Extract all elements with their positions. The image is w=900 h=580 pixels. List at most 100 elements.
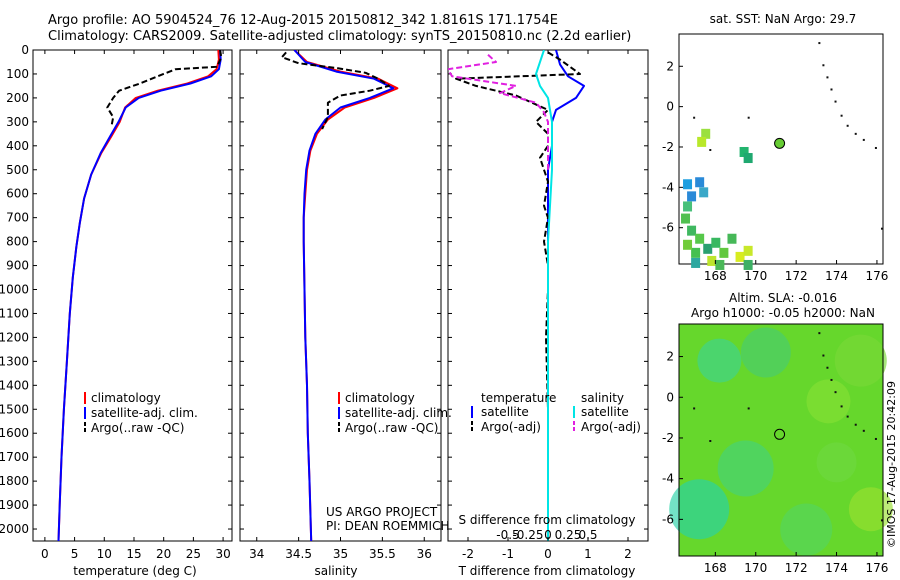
x-tick-label: 35 (333, 547, 348, 561)
series-line (57, 50, 220, 541)
sst-pixel (715, 259, 725, 270)
island-dot (862, 138, 865, 141)
sst_map-axes: 168 170 172 174 176 2 0 -2 -4 -6 (662, 59, 888, 283)
island-dot (818, 332, 821, 335)
sst-pixel (691, 257, 701, 268)
series-line (547, 50, 585, 541)
argo-float-marker (774, 137, 786, 149)
salinity-plot-frame (239, 49, 442, 542)
map-y-tick-label: -4 (662, 472, 674, 486)
sst-pixel (735, 251, 745, 262)
map-y-tick-label: -2 (662, 140, 674, 154)
map-x-tick-label: 168 (704, 269, 727, 283)
island-dot (854, 423, 857, 426)
series-line (106, 50, 223, 127)
island-dot (880, 227, 883, 230)
island-dot (822, 354, 825, 357)
x-tick-label: 34 (249, 547, 264, 561)
sst-pixel (697, 136, 707, 147)
figure-title-line1: Argo profile: AO 5904524_76 12-Aug-2015 … (48, 13, 558, 28)
x-tick-label: 35.5 (369, 547, 396, 561)
x-tick-label: 20 (156, 547, 171, 561)
depth-tick-label: 500 (6, 163, 29, 177)
legend-climatology: climatology (91, 391, 161, 405)
temperature-plot-frame (32, 49, 233, 542)
sst-pixel (703, 243, 713, 254)
x-tick-label: 2 (624, 547, 632, 561)
map-y-tick-label: 2 (666, 350, 674, 364)
map-x-tick-label: 172 (785, 269, 808, 283)
map-x-tick-label: 176 (865, 269, 888, 283)
sst-map-title: sat. SST: NaN Argo: 29.7 (710, 12, 857, 26)
depth-tick-label: 700 (6, 211, 29, 225)
sst-map-frame (678, 33, 884, 265)
sst-pixel (701, 128, 711, 139)
depth-tick-label: 400 (6, 139, 29, 153)
sla-map-title-2: Argo h1000: -0.05 h2000: NaN (691, 306, 875, 320)
imos-credit: ©IMOS 17-Aug-2015 20:42:09 (885, 381, 898, 548)
sst-pixel (695, 177, 705, 188)
figure-title-line2: Climatology: CARS2009. Satellite-adjuste… (48, 29, 632, 44)
sst-pixel (711, 237, 721, 248)
series-line (57, 50, 222, 541)
temperature-legend: climatology satellite-adj. clim. Argo(..… (84, 391, 198, 435)
sst-pixel (681, 213, 691, 224)
legend-temperature-title: temperature (481, 391, 556, 405)
sla_map-axes: 168 170 172 174 176 2 0 -2 -4 -6 (662, 350, 888, 575)
series-line (455, 51, 581, 541)
map-x-tick-label: 174 (825, 269, 848, 283)
island-dot (826, 366, 829, 369)
sst-pixel (727, 233, 737, 244)
map-y-tick-label: -2 (662, 431, 674, 445)
island-dot (840, 114, 843, 117)
depth-tick-label: 800 (6, 235, 29, 249)
x-tick-label: -1 (502, 547, 514, 561)
sla-blob (834, 334, 887, 387)
depth-tick-label: 1800 (0, 474, 29, 488)
depth-tick-label: 1300 (0, 354, 29, 368)
salinity-series (280, 50, 399, 541)
sst-pixel (707, 255, 717, 266)
island-dot (854, 132, 857, 135)
island-dot (880, 519, 883, 522)
depth-tick-label: 1200 (0, 330, 29, 344)
depth-axis: 0 100 200 300 400 500 600 700 800 900 1000 1100 1200… (0, 43, 648, 536)
x-tick-label-top: -0.5 (496, 528, 519, 542)
island-dot (874, 437, 877, 440)
x-tick-label: 1 (584, 547, 592, 561)
legend-s-satellite: satellite (581, 405, 629, 419)
legend-climatology: climatology (345, 391, 415, 405)
x-tick-label-top: 0.25 (555, 528, 582, 542)
map-y-tick-label: 0 (666, 100, 674, 114)
map-y-tick-label: -6 (662, 512, 674, 526)
sla-map-border (678, 323, 884, 557)
island-dot (709, 149, 712, 151)
difference-series (448, 50, 585, 541)
sst-pixel (695, 233, 705, 244)
salinity-xlabel: salinity (314, 564, 357, 578)
series-line (293, 50, 395, 541)
map-x-tick-label: 170 (744, 269, 767, 283)
series-line (535, 50, 553, 541)
pi-label: PI: DEAN ROEMMICH (326, 519, 449, 533)
island-dot (840, 405, 843, 408)
island-dot (693, 116, 696, 119)
sla-map-pixels (669, 323, 893, 557)
sla-blob (697, 338, 742, 383)
series-line (448, 54, 549, 170)
depth-tick-label: 1600 (0, 426, 29, 440)
depth-tick-label: 1900 (0, 498, 29, 512)
map-x-tick-label: 170 (744, 561, 767, 575)
legend-salinity-title: salinity (581, 391, 624, 405)
difference-xlabel-top: S difference from climatology (459, 513, 636, 527)
sla-blob (740, 327, 791, 378)
difference-xlabel: T difference from climatology (458, 564, 636, 578)
map-x-tick-label: 176 (865, 561, 888, 575)
salinity-legend: climatology satellite-adj. clim. Argo(..… (338, 391, 452, 435)
sla-blob (816, 442, 857, 483)
x-axes: 0 5 10 15 20 25 30 34 34.5 35 35.5 36 -2 -1 0 1 2 -0.5-0.… (41, 50, 632, 561)
sla-blob (780, 503, 833, 556)
sla-blob (717, 440, 774, 497)
legend-satellite-adj: satellite-adj. clim. (345, 406, 452, 420)
